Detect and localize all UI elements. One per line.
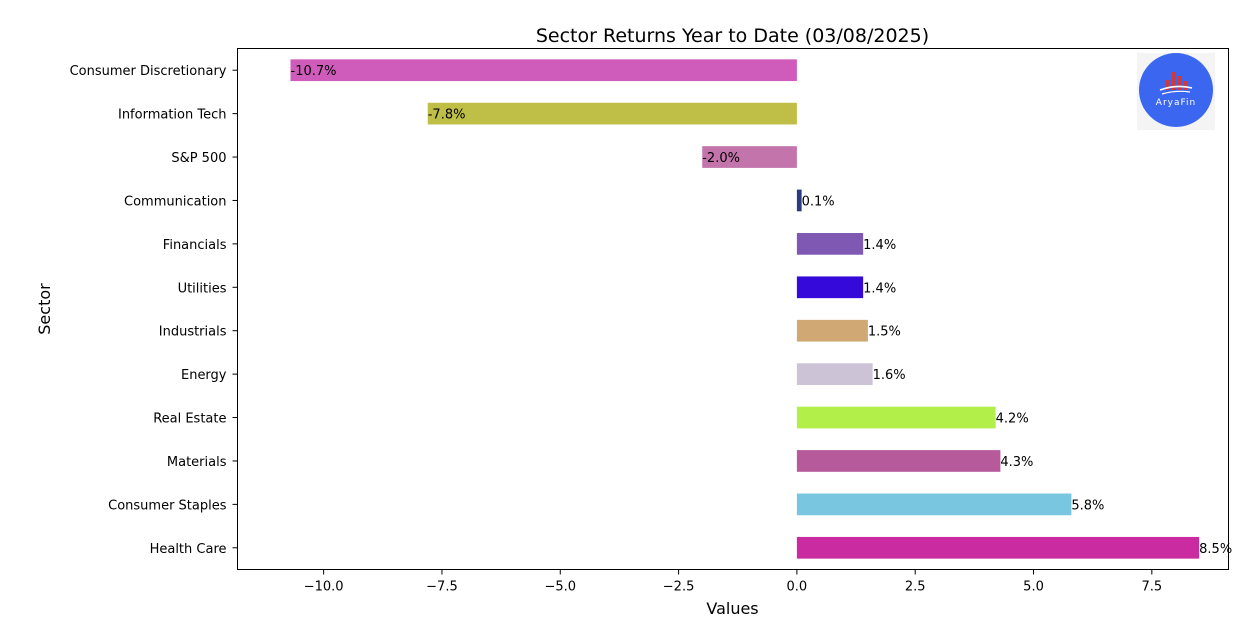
bar-data-label: 1.4% — [863, 238, 896, 253]
bar-data-label: 1.4% — [863, 281, 896, 296]
bar-information-tech — [427, 102, 797, 125]
bar-data-label: -2.0% — [702, 151, 740, 166]
x-tick-label: 7.5 — [1141, 580, 1162, 595]
bar-data-label: 5.8% — [1071, 498, 1104, 513]
y-tick-label: Utilities — [178, 281, 227, 296]
x-tick-label: −5.0 — [544, 580, 576, 595]
bar-labels-layer: -10.7% -7.8% -2.0% 0.1% 1.4% 1.4% 1.5% 1.6% 4.2%… — [291, 64, 1233, 557]
x-tick-label: −2.5 — [663, 580, 695, 595]
y-tick-label: Information Tech — [118, 108, 227, 123]
bar-data-label: 1.5% — [868, 325, 901, 340]
x-tick-label: 0.0 — [787, 580, 808, 595]
bar-data-label: 1.6% — [873, 368, 906, 383]
bar-s-p-500 — [702, 146, 797, 168]
x-axis-title: Values — [706, 599, 758, 618]
bar-health-care — [796, 536, 1200, 559]
bar-data-label: -10.7% — [291, 64, 337, 79]
x-tick-label: 2.5 — [905, 580, 926, 595]
y-tick-label: Consumer Staples — [108, 498, 227, 513]
y-tick-label: Real Estate — [153, 412, 226, 427]
plot-frame — [237, 48, 1229, 570]
y-tick-label: Communication — [124, 194, 226, 209]
logo-wordmark: AryaFin — [1156, 98, 1196, 108]
y-axis: Consumer Discretionary Information Tech S&… — [70, 64, 238, 557]
bars-layer — [290, 59, 1200, 559]
y-axis-title: Sector — [35, 283, 54, 335]
bar-consumer-discretionary — [290, 59, 797, 82]
y-tick-label: Consumer Discretionary — [70, 64, 227, 79]
bar-real-estate — [796, 406, 996, 429]
bar-communication — [796, 189, 802, 212]
x-tick-label: 5.0 — [1023, 580, 1044, 595]
y-tick-label: Materials — [167, 455, 227, 470]
bar-financials — [796, 233, 864, 255]
y-tick-label: S&P 500 — [171, 151, 226, 166]
bar-utilities — [796, 276, 864, 299]
bar-data-label: 0.1% — [802, 194, 835, 209]
x-tick-label: −7.5 — [426, 580, 458, 595]
bar-data-label: 4.2% — [996, 412, 1029, 427]
bar-data-label: 4.3% — [1000, 455, 1033, 470]
y-tick-label: Financials — [163, 238, 227, 253]
bar-industrials — [796, 319, 868, 342]
bar-data-label: -7.8% — [428, 108, 466, 123]
aryafin-logo: AryaFin — [1137, 53, 1215, 130]
y-tick-label: Energy — [181, 368, 227, 383]
x-tick-label: −10.0 — [304, 580, 344, 595]
y-tick-label: Industrials — [159, 325, 227, 340]
y-tick-label: Health Care — [150, 542, 227, 557]
x-axis: −10.0 −7.5 −5.0 −2.5 0.0 2.5 5.0 7.5 — [304, 569, 1162, 595]
bar-consumer-staples — [796, 493, 1072, 516]
bar-materials — [796, 450, 1001, 472]
chart-title: Sector Returns Year to Date (03/08/2025) — [536, 25, 929, 47]
logo-bars-icon — [1159, 72, 1193, 95]
bar-energy — [796, 363, 873, 385]
bar-data-label: 8.5% — [1199, 542, 1232, 557]
